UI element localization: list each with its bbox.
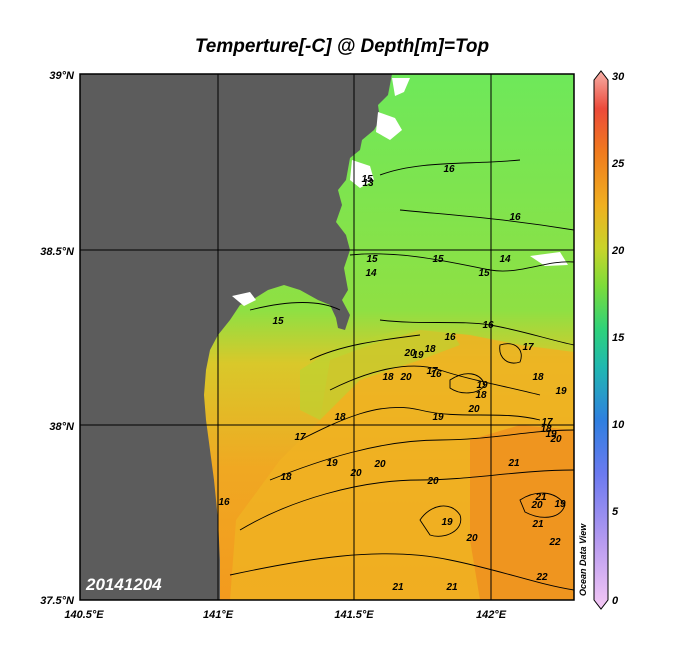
transition-region [300, 330, 460, 420]
land-mass [80, 74, 392, 600]
colorbar-tick: 5 [612, 506, 619, 518]
contour-label: 18 [382, 372, 394, 383]
contour-label: 17 [541, 417, 553, 428]
colorbar-tick: 15 [612, 332, 625, 344]
colorbar [593, 70, 609, 610]
contour-label: 19 [555, 386, 567, 397]
watermark: Ocean Data View [578, 523, 588, 596]
contour-label: 20 [426, 476, 439, 487]
contour-label: 22 [535, 572, 548, 583]
contour-lines [229, 159, 574, 591]
contour-label: 19 [441, 517, 453, 528]
contour-label: 17 [426, 366, 438, 377]
contour-label: 18 [334, 412, 346, 423]
contour-label: 22 [548, 537, 561, 548]
contour-label: 18 [280, 472, 292, 483]
missing-data-patch [350, 160, 374, 188]
contour-label: 20 [549, 434, 562, 445]
colorbar-tick: 0 [612, 595, 619, 607]
contour-labels: 1516161515141514131516161718192020181716… [218, 164, 567, 593]
contour-label: 15 [432, 254, 444, 265]
lon-label: 141°E [203, 609, 234, 621]
missing-data-patch [232, 292, 256, 306]
map-frame [79, 73, 575, 601]
contour-label: 15 [361, 174, 373, 185]
contour-label: 19 [326, 458, 338, 469]
contour-label: 15 [478, 268, 490, 279]
contour-label: 16 [443, 164, 455, 175]
contour-label: 21 [391, 582, 404, 593]
contour-label: 16 [482, 320, 494, 331]
contour-label: 19 [432, 412, 444, 423]
contour-label: 14 [499, 254, 511, 265]
colorbar-tick: 30 [612, 71, 625, 83]
contour-label: 20 [465, 533, 478, 544]
contour-label: 15 [366, 254, 378, 265]
lat-label: 37.5°N [40, 595, 75, 607]
contour-label: 18 [475, 390, 487, 401]
warmest-water-region [470, 425, 574, 600]
lat-label: 39°N [49, 70, 75, 82]
contour-label: 19 [476, 380, 488, 391]
colorbar-ticks: 30 25 20 15 10 5 0 [611, 71, 625, 607]
contour-label: 20 [373, 459, 386, 470]
lat-label: 38°N [49, 421, 75, 433]
lon-label: 140.5°E [64, 609, 104, 621]
lon-label: 142°E [476, 609, 507, 621]
colorbar-tick: 20 [611, 245, 625, 257]
contour-label: 13 [362, 178, 374, 189]
missing-data-patch [392, 78, 410, 96]
contour-label: 19 [412, 350, 424, 361]
contour-label: 17 [522, 342, 534, 353]
contour-label: 18 [540, 424, 552, 435]
contour-label: 15 [272, 316, 284, 327]
contour-label: 16 [218, 497, 230, 508]
colorbar-body [593, 70, 609, 610]
graticule [80, 74, 574, 600]
contour-label: 20 [530, 500, 543, 511]
contour-label: 18 [424, 344, 436, 355]
contour-label: 21 [445, 582, 458, 593]
lat-label: 38.5°N [40, 246, 75, 258]
lon-label: 141.5°E [334, 609, 374, 621]
contour-label: 19 [545, 429, 557, 440]
date-stamp: 20141204 [85, 575, 162, 594]
contour-label: 20 [349, 468, 362, 479]
contour-label: 20 [399, 372, 412, 383]
contour-label: 21 [507, 458, 520, 469]
contour-label: 20 [467, 404, 480, 415]
contour-label: 21 [531, 519, 544, 530]
contour-label: 20 [403, 348, 416, 359]
map-title: Temperture[-C] @ Depth[m]=Top [194, 36, 490, 57]
contour-label: 16 [444, 332, 456, 343]
contour-label: 17 [294, 432, 306, 443]
contour-label: 19 [554, 499, 566, 510]
contour-label: 14 [365, 268, 377, 279]
contour-label: 16 [430, 369, 442, 380]
missing-data-patch [376, 112, 402, 140]
colorbar-tick: 10 [612, 419, 625, 431]
contour-label: 16 [509, 212, 521, 223]
colorbar-tick: 25 [611, 158, 625, 170]
contour-label: 18 [532, 372, 544, 383]
contour-label: 21 [534, 492, 547, 503]
